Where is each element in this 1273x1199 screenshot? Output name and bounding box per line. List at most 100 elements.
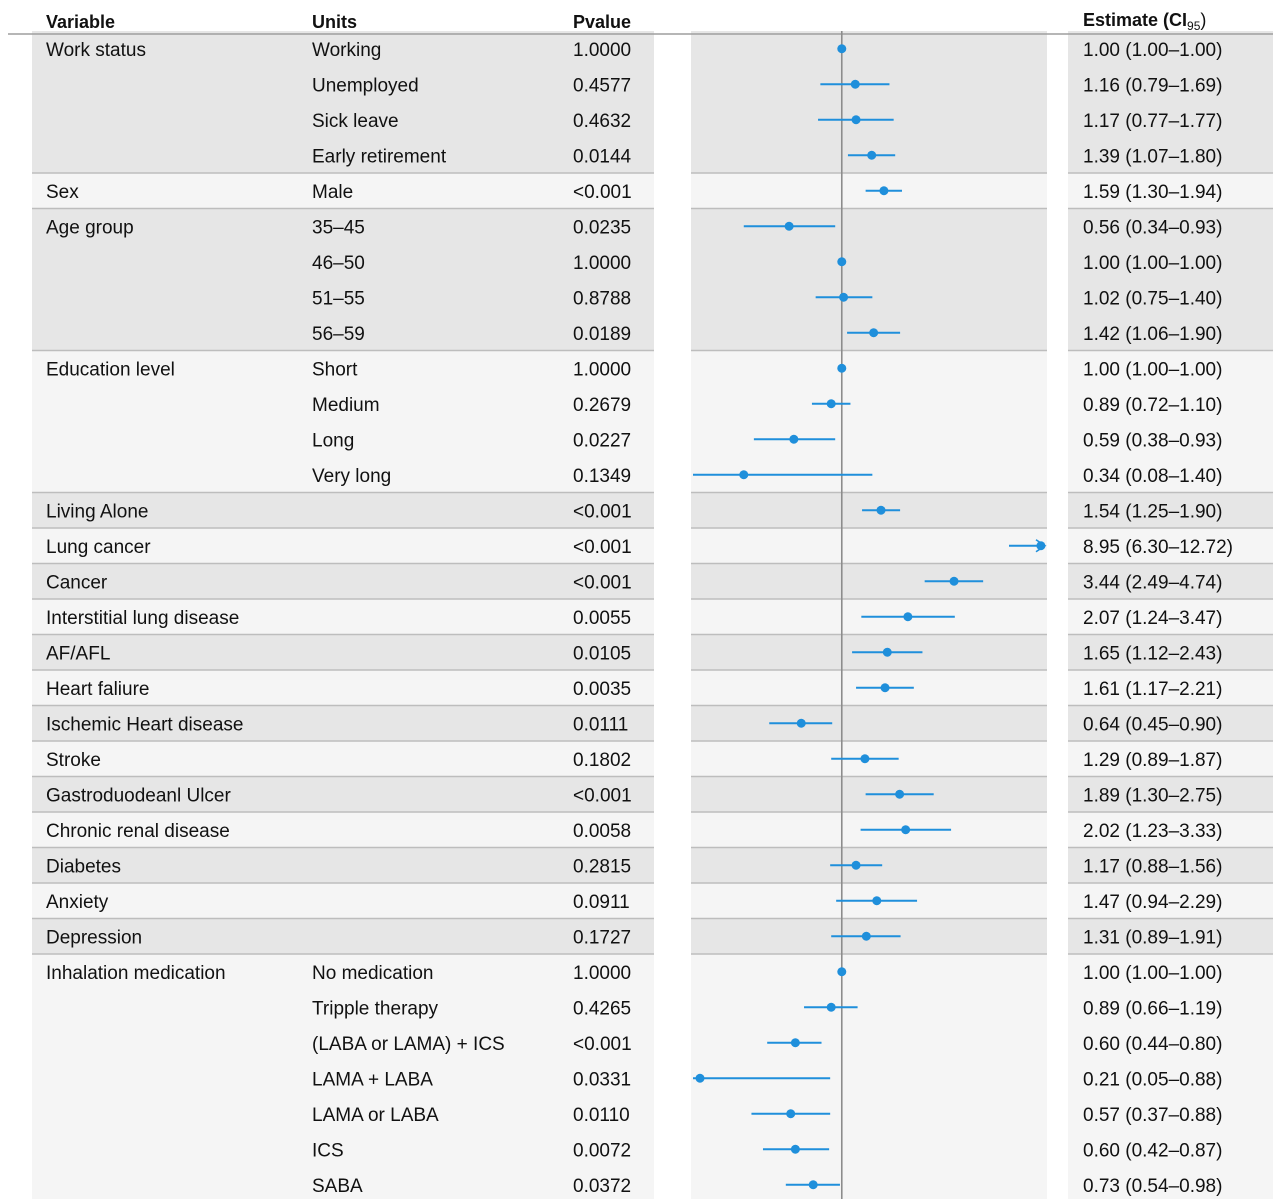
row-pvalue-24: 0.0911: [573, 892, 630, 913]
row-band-27-2: [1068, 989, 1273, 1025]
row-estimate-3: 1.39 (1.07–1.80): [1083, 146, 1222, 167]
row-estimate-4: 1.59 (1.30–1.94): [1083, 182, 1222, 203]
row-estimate-6: 1.00 (1.00–1.00): [1083, 253, 1222, 274]
row-band-21-2: [1068, 776, 1273, 812]
row-band-19-2: [1068, 705, 1273, 741]
table-text: Work status Working 1.0000 1.00 (1.00–1.00)…: [46, 40, 1233, 1197]
estimate-marks: [693, 44, 1047, 1190]
row-unit-32: SABA: [312, 1176, 363, 1197]
row-band-18-2: [1068, 670, 1273, 706]
estimate-point-29: [695, 1073, 705, 1083]
row-unit-29: LAMA + LABA: [312, 1069, 433, 1090]
estimate-point-32: [808, 1180, 818, 1190]
row-estimate-1: 1.16 (0.79–1.69): [1083, 75, 1222, 96]
row-estimate-24: 1.47 (0.94–2.29): [1083, 892, 1222, 913]
header-variable: Variable: [46, 12, 115, 32]
row-pvalue-4: <0.001: [573, 182, 632, 203]
row-estimate-18: 1.61 (1.17–2.21): [1083, 679, 1222, 700]
row-band-22-0: [32, 812, 654, 848]
estimate-point-24: [872, 896, 882, 906]
row-band-0-2: [1068, 31, 1273, 67]
row-pvalue-26: 1.0000: [573, 963, 631, 984]
estimate-point-26: [837, 967, 847, 977]
estimate-point-15: [949, 576, 959, 586]
row-band-3-0: [32, 137, 654, 173]
row-pvalue-6: 1.0000: [573, 253, 631, 274]
estimate-point-5: [784, 221, 794, 231]
row-band-0-0: [32, 31, 654, 67]
row-band-21-0: [32, 776, 654, 812]
row-variable-19: Ischemic Heart disease: [46, 714, 243, 735]
row-estimate-7: 1.02 (0.75–1.40): [1083, 288, 1222, 309]
header-pvalue: Pvalue: [573, 12, 631, 32]
row-band-18-0: [32, 670, 654, 706]
row-band-11-1: [691, 421, 1047, 457]
row-band-17-2: [1068, 634, 1273, 670]
row-pvalue-11: 0.0227: [573, 430, 631, 451]
row-pvalue-27: 0.4265: [573, 998, 631, 1019]
estimate-point-30: [786, 1109, 796, 1119]
row-estimate-23: 1.17 (0.88–1.56): [1083, 856, 1222, 877]
row-band-26-1: [691, 954, 1047, 990]
row-band-15-1: [691, 563, 1047, 599]
header-estimate-main: Estimate (: [1083, 10, 1169, 30]
estimate-point-28: [790, 1038, 800, 1048]
estimate-point-9: [837, 363, 847, 373]
row-band-13-2: [1068, 492, 1273, 528]
row-band-5-2: [1068, 208, 1273, 244]
row-variable-4: Sex: [46, 182, 79, 203]
row-variable-23: Diabetes: [46, 856, 121, 877]
row-band-31-2: [1068, 1131, 1273, 1167]
row-estimate-21: 1.89 (1.30–2.75): [1083, 785, 1222, 806]
row-band-15-0: [32, 563, 654, 599]
estimate-point-2: [851, 115, 861, 125]
row-variable-15: Cancer: [46, 572, 108, 593]
row-pvalue-22: 0.0058: [573, 821, 631, 842]
row-band-29-2: [1068, 1060, 1273, 1096]
row-band-24-2: [1068, 883, 1273, 919]
row-pvalue-21: <0.001: [573, 785, 632, 806]
row-estimate-0: 1.00 (1.00–1.00): [1083, 40, 1222, 61]
row-unit-26: No medication: [312, 963, 433, 984]
estimate-point-22: [901, 825, 911, 835]
row-estimate-2: 1.17 (0.77–1.77): [1083, 111, 1222, 132]
row-band-28-2: [1068, 1025, 1273, 1061]
row-pvalue-19: 0.0111: [573, 714, 628, 735]
row-band-22-2: [1068, 812, 1273, 848]
row-unit-7: 51–55: [312, 288, 365, 309]
row-pvalue-8: 0.0189: [573, 324, 631, 345]
row-band-11-2: [1068, 421, 1273, 457]
row-band-8-2: [1068, 315, 1273, 351]
row-pvalue-28: <0.001: [573, 1034, 632, 1055]
row-variable-21: Gastroduodeanl Ulcer: [46, 785, 231, 806]
row-unit-2: Sick leave: [312, 111, 399, 132]
row-band-7-2: [1068, 279, 1273, 315]
row-unit-4: Male: [312, 182, 353, 203]
row-band-32-2: [1068, 1167, 1273, 1199]
row-band-24-0: [32, 883, 654, 919]
row-pvalue-16: 0.0055: [573, 608, 631, 629]
estimate-point-16: [903, 612, 913, 622]
row-band-1-2: [1068, 66, 1273, 102]
row-unit-12: Very long: [312, 466, 391, 487]
estimate-point-1: [850, 79, 860, 89]
row-estimate-13: 1.54 (1.25–1.90): [1083, 501, 1222, 522]
row-band-26-0: [32, 954, 654, 990]
row-band-30-2: [1068, 1096, 1273, 1132]
row-pvalue-10: 0.2679: [573, 395, 631, 416]
row-band-20-2: [1068, 741, 1273, 777]
row-unit-5: 35–45: [312, 217, 365, 238]
estimate-point-7: [839, 292, 849, 302]
row-unit-28: (LABA or LAMA) + ICS: [312, 1034, 505, 1055]
row-pvalue-30: 0.0110: [573, 1105, 630, 1126]
row-band-5-0: [32, 208, 654, 244]
estimate-point-14: [1036, 541, 1046, 551]
estimate-point-13: [876, 505, 886, 515]
row-variable-26: Inhalation medication: [46, 963, 226, 984]
row-pvalue-15: <0.001: [573, 572, 632, 593]
row-band-27-1: [691, 989, 1047, 1025]
row-band-19-1: [691, 705, 1047, 741]
estimate-point-3: [867, 150, 877, 160]
estimate-point-8: [869, 328, 879, 338]
row-estimate-14: 8.95 (6.30–12.72): [1083, 537, 1233, 558]
